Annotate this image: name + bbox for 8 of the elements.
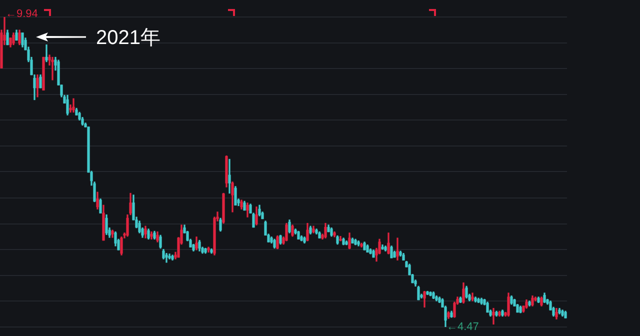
candlestick — [51, 56, 54, 80]
annotation: ←4.47 — [446, 321, 479, 334]
annotation: 2021年 — [96, 26, 160, 51]
candlestick — [228, 158, 231, 194]
candlestick — [492, 308, 495, 324]
candlestick — [45, 44, 48, 62]
candlestick — [396, 238, 399, 260]
annotation: ←9.94 — [6, 8, 38, 20]
